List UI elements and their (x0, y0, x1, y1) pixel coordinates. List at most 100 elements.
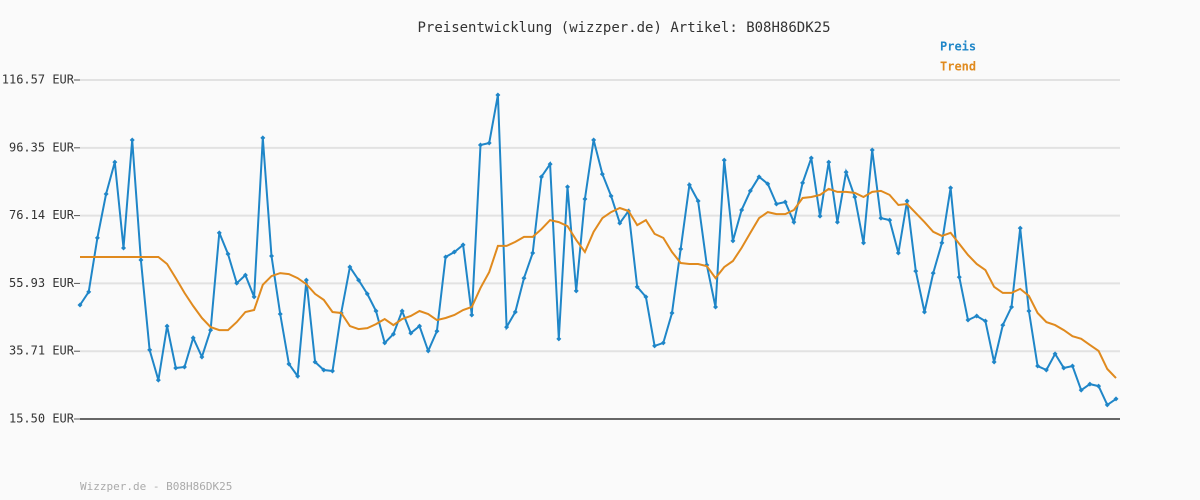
point (486, 140, 492, 146)
point (547, 161, 553, 167)
point (303, 277, 309, 283)
point (686, 182, 692, 188)
point (312, 359, 318, 365)
point (939, 240, 945, 246)
point (521, 275, 527, 281)
point (817, 213, 823, 219)
point (425, 348, 431, 354)
point (956, 274, 962, 280)
point (765, 181, 771, 187)
point (869, 147, 875, 153)
legend-label: Trend (940, 60, 976, 74)
point (878, 215, 884, 221)
point (286, 361, 292, 367)
point (982, 318, 988, 324)
point (164, 323, 170, 329)
point (86, 289, 92, 295)
point (364, 291, 370, 297)
point (277, 311, 283, 317)
point (129, 137, 135, 143)
point (826, 159, 832, 165)
point (904, 198, 910, 204)
point (1035, 363, 1041, 369)
point (582, 196, 588, 202)
point (77, 302, 83, 308)
point (138, 257, 144, 263)
point (643, 294, 649, 300)
y-tick-label: 76.14 EUR (9, 208, 75, 222)
y-tick-label: 116.57 EUR (2, 73, 75, 87)
point (991, 359, 997, 365)
point (1043, 367, 1049, 373)
point (1087, 381, 1093, 387)
point (948, 185, 954, 191)
point (295, 373, 301, 379)
point (112, 159, 118, 165)
point (678, 246, 684, 252)
point (208, 327, 214, 333)
point (782, 199, 788, 205)
point (791, 219, 797, 225)
point (1000, 322, 1006, 328)
chart-title: Preisentwicklung (wizzper.de) Artikel: B… (417, 20, 830, 36)
point (199, 354, 205, 360)
point (556, 336, 562, 342)
point (1017, 225, 1023, 231)
point (1104, 402, 1110, 408)
point (242, 272, 248, 278)
point (861, 240, 867, 246)
point (756, 174, 762, 180)
point (460, 242, 466, 248)
point (530, 250, 536, 256)
point (147, 347, 153, 353)
point (695, 198, 701, 204)
point (321, 367, 327, 373)
point (669, 310, 675, 316)
point (843, 169, 849, 175)
point (852, 194, 858, 200)
point (808, 155, 814, 161)
point (234, 280, 240, 286)
point (417, 323, 423, 329)
point (356, 277, 362, 283)
point (94, 235, 100, 241)
point (434, 328, 440, 334)
y-tick-label: 96.35 EUR (9, 140, 75, 154)
point (347, 264, 353, 270)
point (408, 330, 414, 336)
footer: Wizzper.de - B08H86DK25 (80, 480, 232, 493)
y-tick-label: 35.71 EUR (9, 344, 75, 358)
point (373, 308, 379, 314)
point (121, 245, 127, 251)
point (800, 180, 806, 186)
point (390, 331, 396, 337)
point (469, 312, 475, 318)
point (399, 308, 405, 314)
point (834, 219, 840, 225)
point (887, 217, 893, 223)
point (895, 250, 901, 256)
y-tick-label: 55.93 EUR (9, 276, 75, 290)
point (974, 313, 980, 319)
point (512, 309, 518, 315)
point (739, 207, 745, 213)
point (965, 317, 971, 323)
point (617, 220, 623, 226)
point (1096, 383, 1102, 389)
point (921, 309, 927, 315)
point (251, 294, 257, 300)
point (181, 364, 187, 370)
point (713, 304, 719, 310)
point (495, 92, 501, 98)
point (173, 365, 179, 371)
point (1078, 387, 1084, 393)
series-line (79, 94, 1117, 407)
point (773, 201, 779, 207)
point (1069, 363, 1075, 369)
point (260, 135, 266, 141)
point (451, 249, 457, 255)
point (216, 230, 222, 236)
point (225, 251, 231, 257)
point (660, 340, 666, 346)
point (573, 288, 579, 294)
